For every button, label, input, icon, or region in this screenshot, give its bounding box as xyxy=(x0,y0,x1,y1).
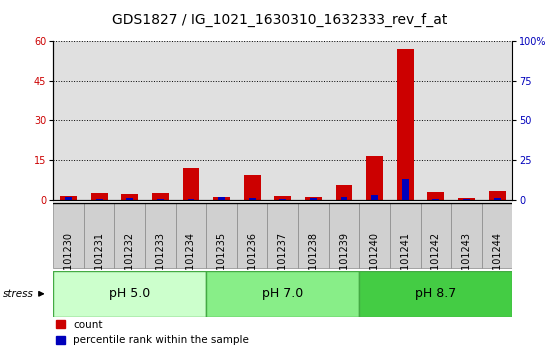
Bar xyxy=(213,198,230,200)
Bar xyxy=(310,198,317,200)
Bar xyxy=(244,175,260,200)
Bar xyxy=(60,196,77,200)
Text: GSM101241: GSM101241 xyxy=(400,232,410,291)
Text: GSM101242: GSM101242 xyxy=(431,232,441,291)
Bar xyxy=(489,191,506,200)
Text: GSM101244: GSM101244 xyxy=(492,232,502,291)
Bar xyxy=(237,203,268,268)
Bar xyxy=(371,195,378,200)
Bar xyxy=(249,198,255,200)
Bar xyxy=(366,156,383,200)
Bar xyxy=(402,179,409,200)
Bar xyxy=(96,199,102,200)
Bar xyxy=(183,168,199,200)
Text: GSM101240: GSM101240 xyxy=(370,232,380,291)
Text: pH 5.0: pH 5.0 xyxy=(109,287,150,300)
Bar xyxy=(335,185,352,200)
Bar xyxy=(494,198,501,200)
Text: stress: stress xyxy=(3,289,34,299)
Text: pH 8.7: pH 8.7 xyxy=(416,287,456,300)
Bar xyxy=(91,193,108,200)
Text: GSM101243: GSM101243 xyxy=(461,232,472,291)
Bar xyxy=(84,203,114,268)
Bar xyxy=(145,203,176,268)
Bar xyxy=(397,48,414,200)
Text: GSM101236: GSM101236 xyxy=(247,232,257,291)
Bar xyxy=(114,203,145,268)
Bar xyxy=(122,194,138,200)
Bar xyxy=(340,197,347,200)
Text: GSM101235: GSM101235 xyxy=(217,232,227,291)
Bar xyxy=(432,199,439,200)
Bar xyxy=(176,203,206,268)
Bar xyxy=(188,199,194,200)
Bar xyxy=(390,203,421,268)
Bar xyxy=(218,197,225,200)
Text: GSM101232: GSM101232 xyxy=(125,232,135,291)
Bar xyxy=(329,203,360,268)
Bar xyxy=(458,198,475,200)
Text: GSM101237: GSM101237 xyxy=(278,232,288,291)
Text: GDS1827 / IG_1021_1630310_1632333_rev_f_at: GDS1827 / IG_1021_1630310_1632333_rev_f_… xyxy=(113,12,447,27)
Bar xyxy=(298,203,329,268)
Text: GSM101231: GSM101231 xyxy=(94,232,104,291)
Legend: count, percentile rank within the sample: count, percentile rank within the sample xyxy=(55,320,249,345)
Bar xyxy=(206,203,237,268)
Bar xyxy=(360,271,512,317)
Bar xyxy=(274,196,291,200)
Bar xyxy=(157,199,164,200)
Bar xyxy=(127,198,133,200)
Text: GSM101233: GSM101233 xyxy=(155,232,165,291)
Bar xyxy=(427,192,444,200)
Bar xyxy=(482,203,512,268)
Text: GSM101230: GSM101230 xyxy=(63,232,73,291)
Bar xyxy=(268,203,298,268)
Bar xyxy=(360,203,390,268)
Text: pH 7.0: pH 7.0 xyxy=(262,287,304,300)
Bar xyxy=(65,197,72,200)
Bar xyxy=(305,198,322,200)
Bar xyxy=(451,203,482,268)
Bar xyxy=(463,199,470,200)
Text: GSM101234: GSM101234 xyxy=(186,232,196,291)
Bar xyxy=(53,271,206,317)
Text: GSM101239: GSM101239 xyxy=(339,232,349,291)
Text: GSM101238: GSM101238 xyxy=(309,232,319,291)
Bar xyxy=(53,203,84,268)
Bar xyxy=(152,193,169,200)
Bar xyxy=(421,203,451,268)
Bar xyxy=(206,271,360,317)
Bar xyxy=(279,199,286,200)
